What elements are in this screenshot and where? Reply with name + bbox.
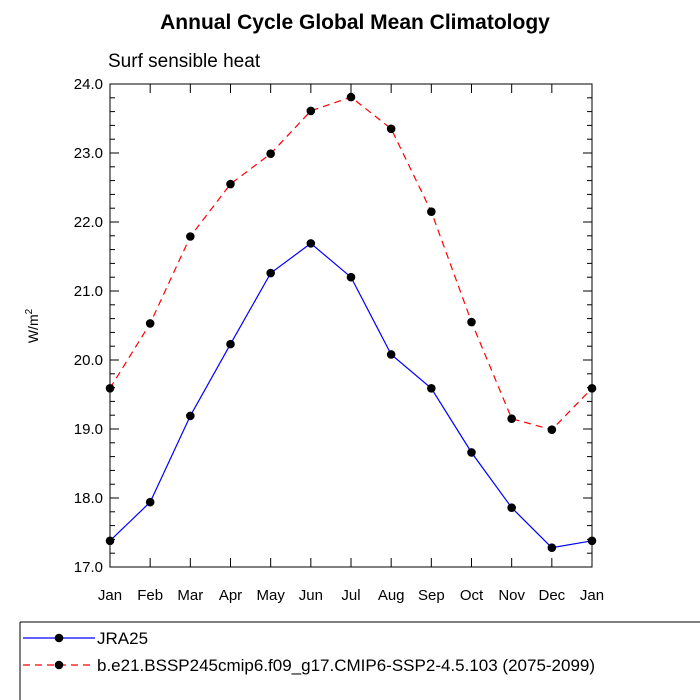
data-point [467,317,476,327]
x-tick-label: Jun [299,587,323,604]
data-point [266,268,275,278]
data-point [346,272,356,282]
data-point [386,124,396,134]
legend-marker [54,633,64,643]
x-tick-label: Feb [137,587,163,604]
data-point [547,425,557,434]
y-tick-label: 18.0 [74,490,103,507]
data-point [386,350,396,359]
y-tick-label: 23.0 [74,145,103,162]
data-point [547,543,557,552]
data-point [467,448,476,457]
y-tick-label: 17.0 [74,559,103,576]
data-point [306,106,316,116]
data-point [105,536,115,546]
x-tick-label: Jan [580,587,604,604]
series-line [109,242,593,549]
data-point [186,232,195,241]
y-axis-label: W/m2 [24,308,41,343]
x-tick-label: May [256,587,285,604]
data-point [587,536,597,546]
legend: JRA25 b.e21.BSSP245cmip6.f09_g17.CMIP6-SS… [19,621,700,700]
y-tick-label: 24.0 [74,76,103,93]
x-tick-label: Nov [498,587,525,604]
y-tick-label: 22.0 [74,214,103,231]
data-point [507,414,516,423]
x-tick-label: Oct [460,587,484,604]
data-point [226,179,235,189]
data-point [306,239,316,248]
plot-area: 17.0 18.0 19.0 20.0 21.0 22.0 23.0 24.0 Jan Feb Ma… [74,76,604,604]
data-point [346,92,356,102]
data-point [507,503,516,512]
data-point [186,411,195,421]
x-tick-label: Aug [378,587,405,604]
x-tick-label: Dec [538,587,565,604]
data-point [226,339,235,349]
data-point [105,383,115,393]
data-point [587,383,597,393]
series-2 [105,92,597,434]
data-point [427,383,436,393]
legend-label: JRA25 [97,629,148,648]
data-point [145,319,155,328]
x-tick-label: Sep [418,587,445,604]
series-line [109,96,593,431]
data-point [145,497,155,507]
data-point [427,207,436,216]
legend-label: b.e21.BSSP245cmip6.f09_g17.CMIP6-SSP2-4.… [97,656,595,675]
chart-subtitle: Surf sensible heat [108,51,261,72]
x-tick-label: Apr [219,587,242,604]
x-tick-label: Jul [341,587,360,604]
y-tick-label: 19.0 [74,421,103,438]
chart-title: Annual Cycle Global Mean Climatology [160,11,550,34]
legend-marker [54,660,64,670]
x-tick-label: Jan [98,587,122,604]
series-1 [105,239,597,552]
data-point [266,149,275,158]
y-tick-label: 21.0 [74,283,103,300]
x-tick-label: Mar [177,587,203,604]
plot-frame [109,83,593,568]
y-tick-label: 20.0 [74,352,103,369]
